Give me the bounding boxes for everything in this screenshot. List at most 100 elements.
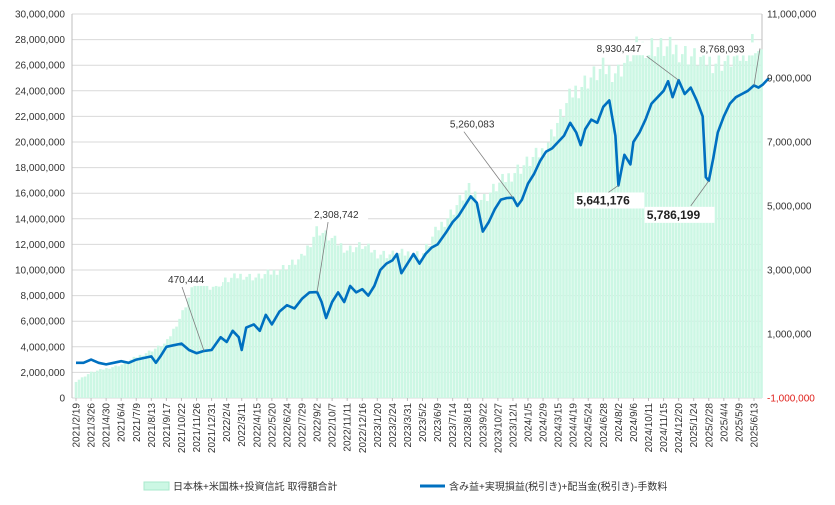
line-series-profit bbox=[76, 77, 770, 366]
right-tick-label: 9,000,000 bbox=[767, 74, 812, 85]
x-tick-label: 2024/12/20 bbox=[674, 403, 685, 453]
bar bbox=[239, 273, 242, 398]
bar bbox=[598, 68, 602, 398]
bar bbox=[489, 192, 492, 398]
left-tick-label: 12,000,000 bbox=[15, 240, 65, 251]
bar bbox=[336, 245, 340, 398]
bar bbox=[589, 77, 593, 399]
bar bbox=[519, 173, 523, 398]
bar bbox=[452, 214, 456, 398]
bar bbox=[108, 368, 111, 398]
x-tick-label: 2021/6/4 bbox=[117, 403, 128, 442]
bar bbox=[327, 240, 331, 398]
bar bbox=[111, 367, 114, 398]
bar-series-acquisition-total bbox=[74, 34, 763, 399]
x-tick-label: 2022/5/20 bbox=[267, 403, 278, 448]
bar bbox=[610, 82, 614, 398]
left-tick-label: 8,000,000 bbox=[21, 291, 66, 302]
x-tick-label: 2023/7/14 bbox=[448, 403, 459, 448]
x-tick-label: 2025/6/13 bbox=[749, 403, 760, 448]
bar bbox=[662, 55, 666, 398]
left-tick-label: 26,000,000 bbox=[15, 61, 65, 72]
left-tick-label: 0 bbox=[59, 394, 65, 405]
bar bbox=[138, 354, 142, 398]
bar bbox=[132, 356, 136, 398]
bar bbox=[638, 52, 641, 398]
x-tick-label: 2025/5/9 bbox=[734, 403, 745, 442]
bar bbox=[415, 251, 419, 398]
bar bbox=[281, 265, 285, 398]
bar bbox=[671, 54, 675, 399]
bar bbox=[364, 246, 367, 398]
bar bbox=[696, 65, 699, 399]
x-tick-label: 2024/8/2 bbox=[614, 403, 625, 442]
annotation-label: 8,930,447 bbox=[597, 44, 642, 55]
bar bbox=[163, 343, 166, 398]
x-tick-label: 2021/12/31 bbox=[207, 403, 218, 453]
bar bbox=[620, 76, 623, 398]
bar bbox=[757, 51, 760, 398]
bar bbox=[190, 287, 194, 398]
annotation-bg bbox=[697, 42, 754, 56]
bar bbox=[175, 326, 178, 398]
x-axis-ticks: 2021/2/19 2021/3/26 2021/4/30 2021/6/4 2021/… bbox=[72, 398, 760, 453]
left-tick-label: 18,000,000 bbox=[15, 163, 65, 174]
x-tick-label: 2023/6/9 bbox=[433, 403, 444, 442]
bar bbox=[236, 278, 239, 398]
bar bbox=[309, 247, 312, 398]
bar bbox=[150, 351, 154, 398]
bar bbox=[732, 56, 736, 398]
left-tick-label: 24,000,000 bbox=[15, 86, 65, 97]
bar bbox=[699, 56, 702, 398]
bar bbox=[467, 182, 471, 398]
bar bbox=[355, 247, 358, 398]
bar bbox=[80, 377, 84, 398]
bar bbox=[543, 155, 547, 398]
line-path bbox=[76, 77, 770, 366]
x-tick-label: 2025/1/24 bbox=[689, 403, 700, 448]
bar bbox=[741, 47, 745, 399]
bar bbox=[455, 205, 459, 398]
bar bbox=[717, 54, 721, 399]
x-tick-label: 2025/4/4 bbox=[719, 403, 730, 442]
bar bbox=[303, 255, 306, 398]
bar bbox=[187, 297, 191, 398]
legend: 日本株+米国株+投資信託 取得額合計 含み益+実現損益(税引き)+配当金(税引き… bbox=[143, 480, 667, 493]
annotation-leader bbox=[646, 55, 679, 81]
x-tick-label: 2025/2/28 bbox=[704, 403, 715, 448]
bar bbox=[257, 273, 261, 398]
bar bbox=[300, 253, 303, 398]
bar bbox=[446, 218, 449, 398]
bar bbox=[562, 117, 565, 399]
bar bbox=[556, 122, 559, 398]
x-tick-label: 2023/1/20 bbox=[373, 403, 384, 448]
bar bbox=[77, 379, 81, 398]
bar bbox=[205, 282, 209, 398]
annotation-bg bbox=[166, 272, 223, 286]
bar bbox=[751, 34, 754, 398]
bar bbox=[153, 348, 157, 398]
bar bbox=[534, 147, 538, 398]
bar bbox=[202, 284, 206, 398]
bar bbox=[571, 97, 574, 399]
bar bbox=[388, 254, 392, 398]
bar bbox=[702, 48, 705, 399]
bar bbox=[382, 250, 386, 398]
bar bbox=[476, 203, 480, 398]
left-tick-label: 16,000,000 bbox=[15, 189, 65, 200]
bar bbox=[367, 243, 370, 398]
x-tick-label: 2021/9/17 bbox=[162, 403, 173, 448]
bar bbox=[126, 362, 130, 398]
x-tick-label: 2021/10/22 bbox=[177, 403, 188, 453]
bar bbox=[613, 73, 617, 398]
bar bbox=[275, 274, 279, 398]
bar bbox=[601, 57, 605, 399]
x-tick-label: 2024/6/28 bbox=[599, 403, 610, 448]
bar bbox=[473, 191, 477, 398]
bar bbox=[458, 195, 462, 398]
annotation-leader bbox=[608, 185, 619, 193]
bar bbox=[358, 242, 361, 398]
bar bbox=[208, 289, 212, 398]
bar bbox=[135, 357, 139, 398]
x-tick-label: 2024/5/24 bbox=[584, 403, 595, 448]
